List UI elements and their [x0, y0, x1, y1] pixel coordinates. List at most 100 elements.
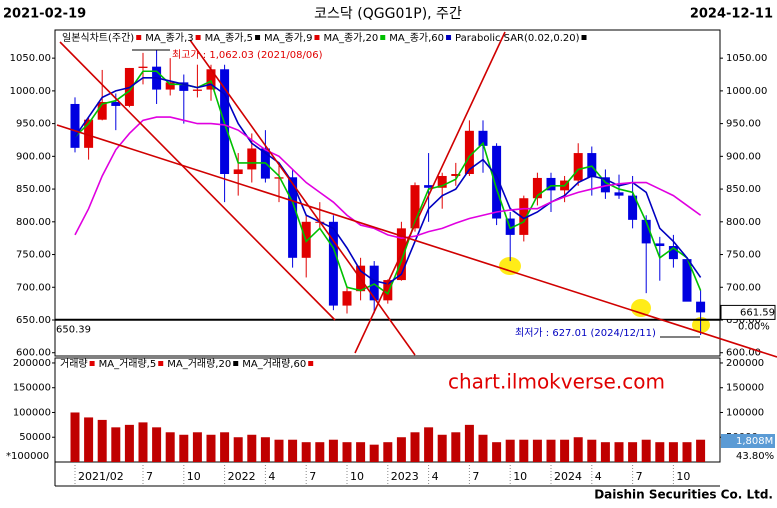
candle-body	[165, 82, 175, 90]
volume-bar	[396, 437, 406, 462]
x-tick-label: 7	[309, 470, 316, 483]
x-tick-label: 2023	[391, 470, 419, 483]
legend-swatch	[581, 35, 587, 40]
legend-swatch	[380, 35, 386, 40]
y-tick-label: 50000	[19, 432, 51, 443]
candle-body	[696, 301, 706, 313]
volume-bar	[111, 427, 121, 462]
candle-body	[138, 66, 148, 68]
legend-label: MA_거래량,20	[167, 358, 231, 370]
y-tick-label: 650.00	[726, 315, 761, 326]
candle-body	[410, 185, 420, 229]
last-change: 0.00%	[738, 321, 770, 332]
volume-bar	[614, 442, 624, 462]
volume-bar	[464, 424, 474, 462]
last-ratio: 43.80%	[736, 451, 774, 462]
candle-body	[655, 243, 665, 247]
legend-label: MA_종가,60	[389, 32, 444, 44]
trend-line	[59, 41, 336, 321]
volume-bar	[220, 432, 230, 462]
highlight-circle	[499, 257, 521, 275]
y-tick-label: 600.00	[16, 348, 51, 359]
ma-line	[74, 70, 702, 296]
candle-body	[342, 291, 352, 306]
candle-body	[274, 177, 284, 179]
y-tick-label: 850.00	[16, 184, 51, 195]
candle-body	[451, 174, 461, 176]
candle-body	[111, 102, 121, 106]
volume-bar	[260, 437, 270, 462]
candle-body	[70, 103, 80, 148]
candle-body	[97, 102, 107, 120]
x-tick-label: 10	[513, 470, 527, 483]
y-tick-label: 950.00	[16, 119, 51, 130]
y-tick-label: 750.00	[16, 250, 51, 261]
candle-body	[478, 130, 488, 146]
start-date: 2021-02-19	[3, 7, 86, 22]
volume-bar	[655, 442, 665, 462]
volume-bar	[492, 442, 502, 462]
legend-swatch	[446, 35, 452, 40]
y-tick-label: 200000	[13, 358, 51, 369]
candle-body	[437, 175, 447, 188]
y-tick-label: 900.00	[16, 151, 51, 162]
legend-label: MA_거래량,60	[242, 358, 306, 370]
footer: Daishin Securities Co. Ltd.	[594, 488, 773, 502]
candle-body	[328, 221, 338, 306]
x-tick-label: 10	[676, 470, 690, 483]
volume-bar	[573, 437, 583, 462]
x-tick-label: 2022	[228, 470, 256, 483]
legend-swatch	[89, 361, 95, 366]
volume-bar	[233, 437, 243, 462]
legend-label: MA_종가,20	[323, 32, 378, 44]
trend-lines	[56, 31, 777, 358]
candle-body	[668, 246, 678, 260]
volume-bar	[369, 444, 379, 462]
candle-body	[587, 153, 597, 178]
reference-label: 650.39	[56, 325, 91, 336]
volume-bar	[682, 442, 692, 462]
volume-unit: *100000	[6, 451, 49, 462]
trend-line	[189, 39, 416, 356]
x-tick-label: 7	[146, 470, 153, 483]
volume-bar	[696, 439, 706, 462]
volume-bar	[301, 442, 311, 462]
volume-bar	[206, 434, 216, 462]
volume-bar	[288, 439, 298, 462]
candle-body	[573, 153, 583, 181]
candle-body	[464, 130, 474, 175]
y-tick-label: 1000.00	[10, 86, 51, 97]
legend-swatch	[233, 361, 239, 366]
volume-bar	[628, 442, 638, 462]
x-tick-label: 10	[187, 470, 201, 483]
y-tick-label: 100000	[13, 407, 51, 418]
candle-body	[424, 185, 434, 188]
volume-bar	[356, 442, 366, 462]
title: 코스닥 (QGG01P), 주간	[314, 6, 462, 22]
volume-bar	[451, 432, 461, 462]
candle-body	[288, 177, 298, 258]
last-price: 661.59	[740, 307, 775, 318]
volume-bar	[532, 439, 542, 462]
volume-bar	[668, 442, 678, 462]
volume-bar	[383, 442, 393, 462]
volume-bar	[124, 424, 134, 462]
candle-body	[179, 82, 189, 91]
x-tick-label: 7	[472, 470, 479, 483]
x-tick-label: 4	[268, 470, 275, 483]
volume-bar	[97, 419, 107, 462]
y-tick-label: 100000	[726, 407, 764, 418]
volume-bar	[600, 442, 610, 462]
candle-body	[84, 119, 94, 148]
volume-bar	[165, 432, 175, 462]
legend-label: MA_거래량,5	[99, 358, 157, 370]
volume-bar	[70, 412, 80, 462]
last-volume-box	[721, 434, 775, 448]
volume-bar	[138, 422, 148, 462]
y-tick-label: 900.00	[726, 151, 761, 162]
y-tick-label: 150000	[726, 383, 764, 394]
x-tick-label: 4	[432, 470, 439, 483]
candle-body	[600, 177, 610, 193]
